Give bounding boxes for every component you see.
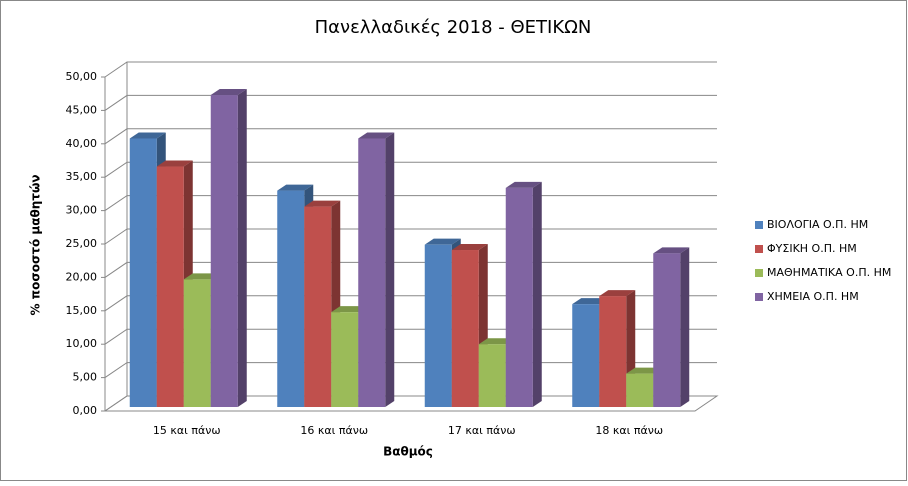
bar-side	[237, 89, 247, 407]
bar-front	[210, 95, 238, 407]
y-tick-label: 45,00	[66, 103, 98, 116]
legend-swatch	[755, 293, 763, 301]
y-tick-label: 25,00	[66, 237, 98, 250]
grid-line	[104, 161, 717, 178]
legend-swatch	[755, 221, 763, 229]
bar-top	[129, 132, 166, 139]
x-tick-label: 17 και πάνω	[448, 424, 516, 437]
bar-front	[572, 304, 600, 407]
bar-top	[653, 247, 690, 254]
y-axis-title: % ποσοστό μαθητών	[29, 174, 43, 315]
x-tick-label: 15 και πάνω	[153, 424, 221, 437]
legend-swatch	[755, 245, 763, 253]
bar-side	[680, 247, 690, 407]
bar-front	[277, 190, 305, 407]
y-tick-label: 20,00	[66, 270, 98, 283]
bar-top	[210, 89, 247, 96]
bar-front	[478, 344, 506, 407]
bar-top	[424, 238, 461, 245]
y-tick-label: 5,00	[73, 371, 98, 384]
bar	[358, 132, 395, 408]
y-tick-label: 15,00	[66, 304, 98, 317]
x-tick-label: 18 και πάνω	[595, 424, 663, 437]
bar-front	[156, 166, 184, 407]
bar-front	[331, 312, 359, 407]
bar-front	[653, 253, 681, 407]
legend-label: ΦΥΣΙΚΗ Ο.Π. ΗΜ	[767, 242, 857, 255]
bar-top	[358, 132, 395, 139]
bar-side	[385, 132, 395, 408]
bar	[210, 89, 247, 407]
legend-swatch	[755, 269, 763, 277]
bar-top	[277, 184, 314, 191]
y-tick-label: 10,00	[66, 337, 98, 350]
bar-top	[304, 200, 341, 207]
y-tick-label: 30,00	[66, 204, 98, 217]
y-tick-label: 35,00	[66, 170, 98, 183]
bar-top	[505, 181, 542, 188]
bar-front	[358, 138, 386, 408]
bar	[451, 244, 488, 407]
bar-front	[505, 187, 533, 407]
bar-front	[626, 373, 654, 407]
grid-line	[104, 61, 717, 78]
bar-front	[183, 279, 211, 407]
grid-line	[104, 128, 717, 145]
bar	[505, 181, 542, 407]
bar-front	[129, 138, 157, 408]
y-tick-label: 0,00	[73, 404, 98, 417]
legend-label: ΒΙΟΛΟΓΙΑ Ο.Π. ΗΜ	[767, 218, 868, 231]
bar-front	[304, 206, 332, 407]
x-axis-title: Βαθμός	[383, 445, 433, 459]
bar-side	[532, 181, 542, 407]
bar-front	[424, 244, 452, 407]
y-tick-label: 50,00	[66, 70, 98, 83]
bar-front	[451, 250, 479, 407]
bar	[653, 247, 690, 407]
grid-line	[104, 94, 717, 111]
bar-top	[599, 290, 636, 297]
legend-label: ΜΑΘΗΜΑΤΙΚΑ Ο.Π. ΗΜ	[767, 266, 891, 279]
bar-top	[451, 244, 488, 251]
legend-label: ΧΗΜΕΙΑ Ο.Π. ΗΜ	[767, 290, 859, 303]
chart-title: Πανελλαδικές 2018 - ΘΕΤΙΚΩΝ	[315, 17, 592, 38]
y-tick-label: 40,00	[66, 137, 98, 150]
bar-front	[599, 296, 627, 407]
x-tick-label: 16 και πάνω	[300, 424, 368, 437]
bar-top	[156, 160, 193, 167]
